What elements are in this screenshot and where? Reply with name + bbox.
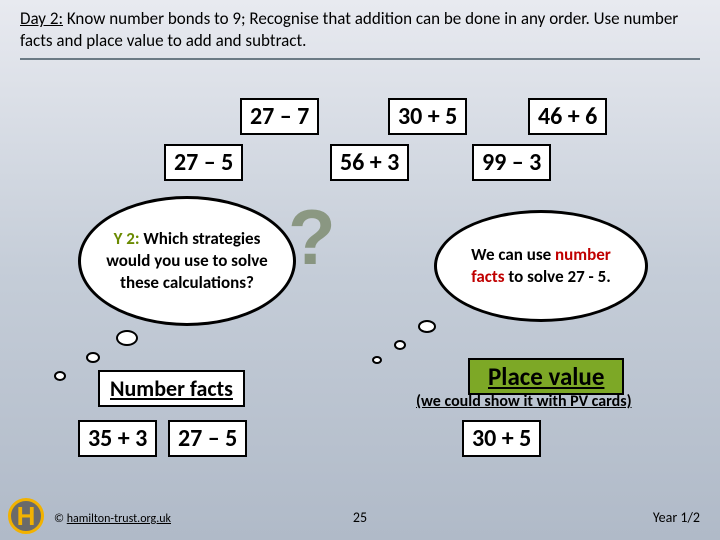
place-value-sub: (we could show it with PV cards) <box>416 392 632 411</box>
header-divider <box>20 58 700 60</box>
expr-56-3: 56 + 3 <box>330 144 409 181</box>
year-label: Year 1/2 <box>653 509 700 526</box>
cloud-left-bubble-3 <box>54 371 66 381</box>
cloud-right-line1: We can use <box>471 244 555 265</box>
header: Day 2: Know number bonds to 9; Recognise… <box>0 0 720 56</box>
cloud-left: Y 2: Which strategies would you use to s… <box>78 196 296 326</box>
question-mark-icon: ? <box>288 192 336 283</box>
copyright-symbol: © <box>54 512 64 526</box>
place-value-title: Place value <box>468 358 624 395</box>
cloud-left-bubble-1 <box>116 330 138 346</box>
cloud-right: We can use number facts to solve 27 - 5. <box>434 210 648 322</box>
cloud-right-bubble-2 <box>394 340 406 350</box>
copyright: © hamilton-trust.org.uk <box>54 512 171 526</box>
expr-35-3: 35 + 3 <box>78 420 157 457</box>
expr-99-3: 99 – 3 <box>472 144 551 181</box>
number-facts-title: Number facts <box>98 370 245 407</box>
cloud-right-text: We can use number facts to solve 27 - 5. <box>457 244 625 288</box>
header-text: Know number bonds to 9; Recognise that a… <box>20 8 678 51</box>
cloud-left-bubble-2 <box>86 352 100 363</box>
cloud-left-y2: Y 2: <box>114 228 140 249</box>
cloud-right-bubble-3 <box>372 356 382 364</box>
expr-30-5: 30 + 5 <box>388 98 467 135</box>
footer-link[interactable]: hamilton-trust.org.uk <box>67 512 171 526</box>
expr-46-6: 46 + 6 <box>528 98 607 135</box>
logo-icon: H <box>8 498 44 534</box>
cloud-right-bubble-1 <box>418 320 436 333</box>
cloud-right-line2: to solve 27 - 5. <box>505 266 611 287</box>
expr-27-7: 27 – 7 <box>240 98 319 135</box>
expr-30-5b: 30 + 5 <box>462 420 541 457</box>
footer: H © hamilton-trust.org.uk 25 Year 1/2 <box>0 502 720 532</box>
cloud-left-text: Y 2: Which strategies would you use to s… <box>101 228 273 294</box>
day-label: Day 2: <box>20 8 63 29</box>
page-number: 25 <box>353 509 367 526</box>
expr-27-5: 27 – 5 <box>164 144 243 181</box>
expr-27-5b: 27 – 5 <box>168 420 247 457</box>
